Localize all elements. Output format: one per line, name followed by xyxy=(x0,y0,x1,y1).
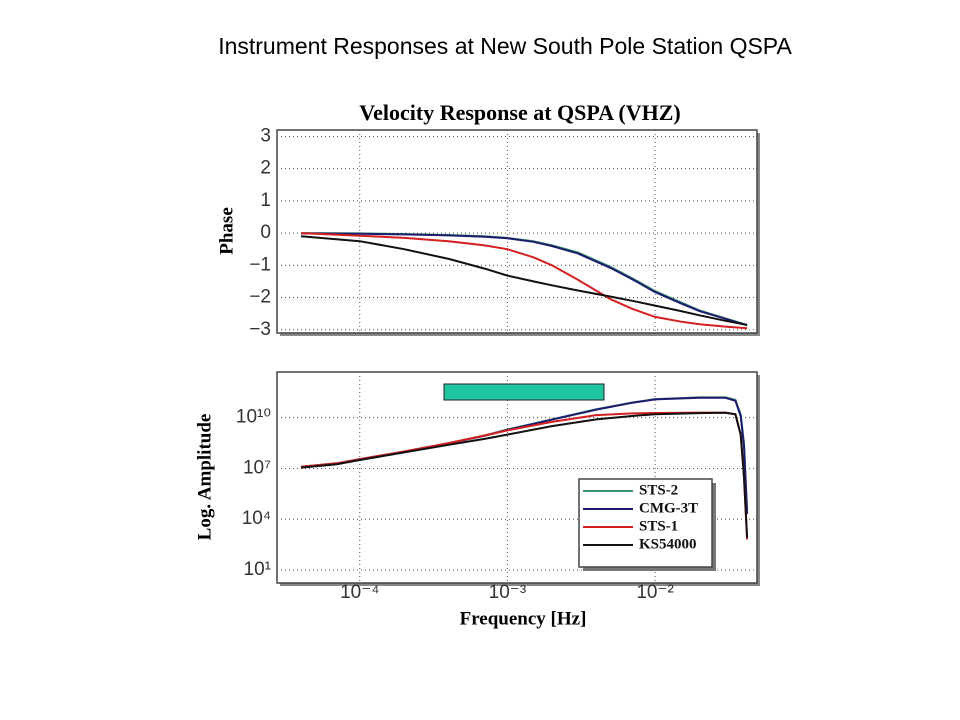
x-tick-label: 10⁻³ xyxy=(489,582,527,603)
y-axis-label: Log. Amplitude xyxy=(194,414,215,541)
y-tick-label: 10¹ xyxy=(244,559,271,580)
legend-label: STS-2 xyxy=(639,482,678,498)
legend-label: KS54000 xyxy=(639,536,697,552)
y-tick-label: 0 xyxy=(260,222,271,243)
y-tick-label: 10⁴ xyxy=(242,508,271,529)
y-tick-label: 10⁷ xyxy=(243,457,271,478)
plots: 3 2 1 0 −1 −2 −3 10¹ 10⁴ 10⁷ 10¹⁰ 10⁻⁴ 10⁻³ 10⁻² STS-2… xyxy=(236,125,760,603)
legend xyxy=(578,478,713,568)
series-line xyxy=(300,232,748,327)
y-tick-label: −1 xyxy=(249,254,271,275)
y-tick-label: 3 xyxy=(260,125,271,146)
series-line xyxy=(300,235,748,326)
y-tick-label: −3 xyxy=(249,319,271,340)
y-tick-label: 10¹⁰ xyxy=(236,407,271,428)
y-tick-label: 2 xyxy=(260,158,271,179)
y-tick-label: −2 xyxy=(249,287,271,308)
y-tick-label: 1 xyxy=(260,190,271,211)
series-line xyxy=(300,232,748,330)
legend-label: CMG-3T xyxy=(639,500,698,516)
x-tick-label: 10⁻² xyxy=(636,582,674,603)
legend-label: STS-1 xyxy=(639,518,678,534)
y-axis-label: Phase xyxy=(216,207,237,255)
cover-box xyxy=(443,383,605,401)
chart-title: Velocity Response at QSPA (VHZ) xyxy=(359,100,680,125)
slide-title: Instrument Responses at New South Pole S… xyxy=(218,33,792,59)
plot-area xyxy=(276,129,758,334)
series-line xyxy=(300,411,749,538)
x-axis-label: Frequency [Hz] xyxy=(460,608,587,629)
x-tick-label: 10⁻⁴ xyxy=(340,582,379,603)
